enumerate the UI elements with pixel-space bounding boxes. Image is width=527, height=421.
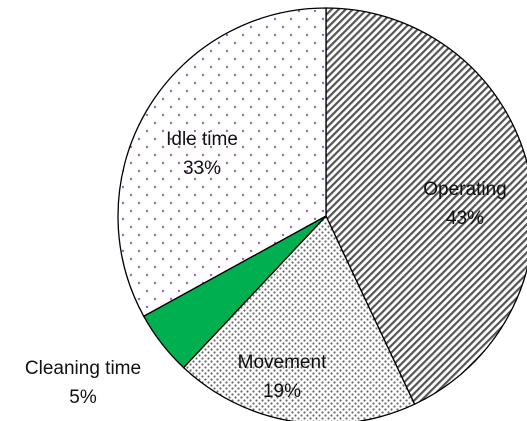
pie-slice-idle-time [117,7,327,318]
slice-label-operating: Operating 43% [423,179,506,229]
pie-slice-movement [182,214,416,421]
pie-labels: Operating 43% Movement 19% Cleaning time 5% Id… [25,129,507,408]
slice-label-movement: Movement 19% [238,352,327,402]
pie-slices [117,7,527,421]
pie-slice-operating [325,7,527,406]
slice-label-idle-time: Idle time 33% [166,129,238,179]
slice-label-cleaning-time: Cleaning time 5% [25,358,141,408]
